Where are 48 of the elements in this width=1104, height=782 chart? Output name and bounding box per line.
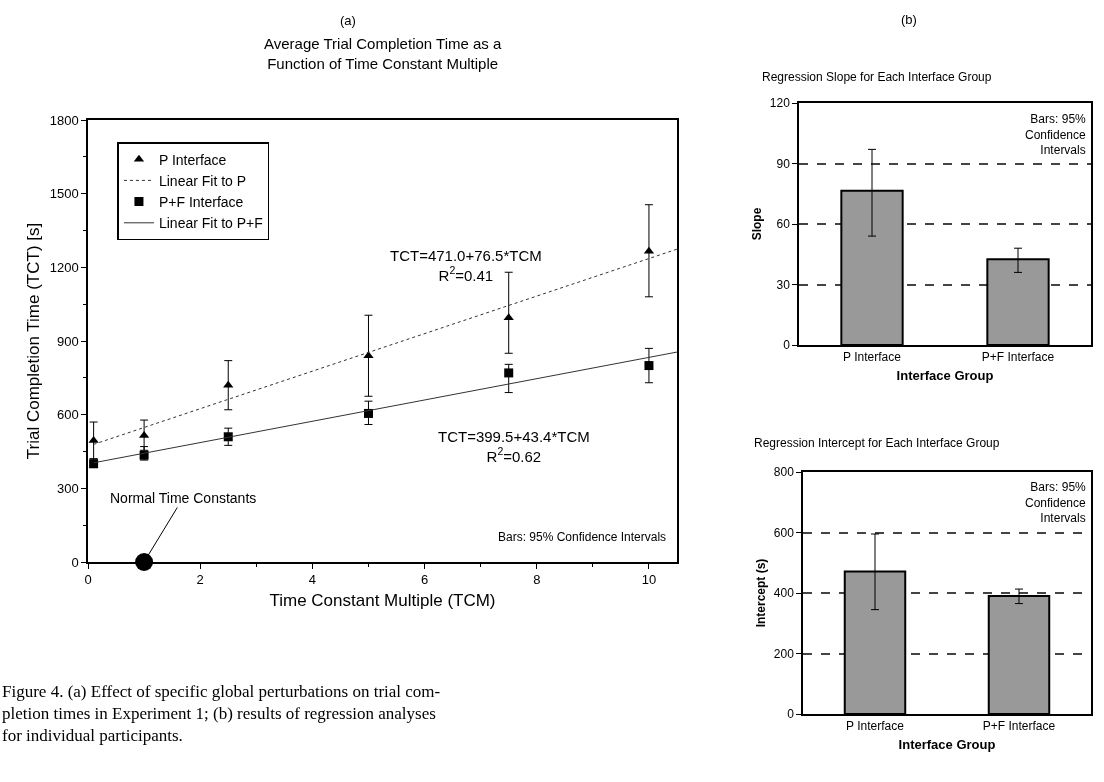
x-tick-label: 2 — [196, 572, 204, 588]
y-tick-label: 30 — [776, 277, 791, 292]
y-tick-label: 600 — [56, 407, 79, 423]
text: (a) — [340, 13, 356, 28]
y-tick-label: 800 — [773, 465, 795, 480]
y-tick-label: 60 — [776, 217, 791, 232]
x-axis-title: Interface Group — [898, 737, 996, 753]
y-tick-label: 600 — [773, 525, 795, 540]
y-tick-label: 300 — [56, 480, 79, 496]
y-tick-label: 0 — [787, 707, 795, 722]
y-tick-label: 1200 — [49, 259, 79, 275]
caption: Figure 4. (a) Effect of specific global perturbations on trial com- pletion times in Experiment 1; (b) results of regression analyses for individual participants. — [2, 682, 441, 746]
x-axis-title: Time Constant Multiple (TCM) — [269, 591, 496, 611]
y-tick-label: 400 — [773, 586, 795, 601]
annotation: Bars: 95% Confidence Intervals — [498, 530, 667, 544]
point — [644, 361, 654, 371]
y-axis-title: Slope — [749, 207, 764, 241]
annotation: Normal Time Constants — [110, 490, 257, 506]
x-tick-label: 10 — [641, 572, 657, 588]
chart-title: Regression Slope for Each Interface Group — [762, 70, 992, 84]
text: (b) — [901, 12, 917, 27]
legend-label: Linear Fit to P — [158, 172, 247, 189]
x-tick-label: 8 — [533, 572, 541, 588]
annotation: Bars: 95% Confidence Intervals — [1025, 112, 1087, 158]
chart-title: Average Trial Completion Time as a Function of Time Constant Multiple — [264, 35, 502, 72]
annotation: Bars: 95% Confidence Intervals — [1025, 480, 1087, 526]
y-tick-label: 0 — [71, 554, 79, 570]
legend-label: P+F Interface — [158, 194, 244, 211]
annotation: TCT=471.0+76.5*TCM R$^{2}$=0.41 — [390, 247, 542, 284]
chart-title: Regression Intercept for Each Interface Group — [754, 436, 1000, 450]
legend-label: Linear Fit to P+F — [158, 215, 263, 232]
y-axis-title: Trial Completion Time (TCT) [s] — [23, 222, 43, 460]
legend-label: P Interface — [158, 151, 227, 168]
x-tick-label: 6 — [420, 572, 429, 588]
x-tick-label: 0 — [84, 572, 92, 588]
point — [504, 368, 514, 378]
point — [88, 435, 99, 443]
y-tick-label: 90 — [776, 156, 791, 171]
y-tick-label: 120 — [769, 96, 791, 111]
y-tick-label: 1500 — [49, 186, 79, 202]
x-axis-title: Interface Group — [896, 368, 994, 384]
y-tick-label: 1800 — [49, 112, 79, 128]
y-tick-label: 900 — [56, 333, 79, 349]
y-tick-label: 0 — [783, 338, 791, 353]
annotation: TCT=399.5+43.4*TCM R$^{2}$=0.62 — [438, 428, 590, 465]
x-tick-label: 4 — [308, 572, 316, 588]
y-tick-label: 200 — [773, 646, 795, 661]
y-axis-title: Intercept (s) — [753, 558, 768, 628]
